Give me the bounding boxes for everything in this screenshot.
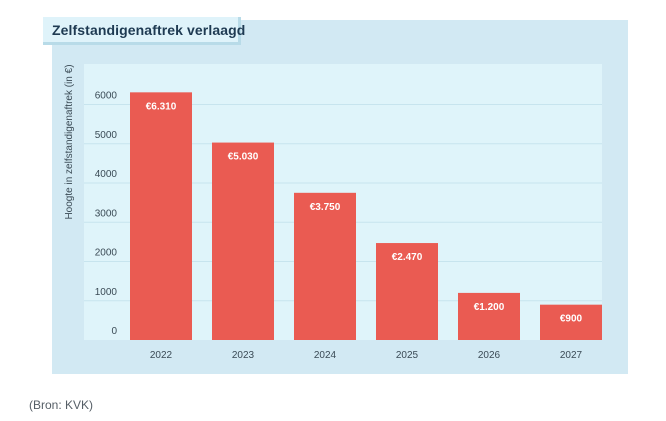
x-tick-label: 2022: [150, 350, 173, 361]
y-tick-label: 6000: [95, 91, 118, 102]
y-tick-label: 5000: [95, 130, 118, 141]
x-tick-label: 2027: [560, 350, 583, 361]
bar-2026: [458, 292, 520, 340]
bar-2024: [294, 192, 356, 340]
y-tick-label: 3000: [95, 208, 118, 219]
bar-2027: [540, 304, 602, 340]
y-tick-label: 4000: [95, 169, 118, 180]
y-tick-label: 2000: [95, 248, 118, 259]
x-tick-label: 2024: [314, 350, 337, 361]
bar-value-label: €3.750: [310, 202, 341, 213]
bar-2022: [130, 92, 192, 341]
chart-title-box: Zelfstandigenaftrek verlaagd: [43, 17, 245, 45]
bar-value-label: €900: [560, 314, 583, 325]
x-tick-label: 2026: [478, 350, 501, 361]
bar-value-label: €6.310: [146, 101, 177, 112]
bar-2023: [212, 142, 274, 340]
y-axis-label: Hoogte in zelfstandigenaftrek (in €): [64, 64, 75, 219]
chart-title: Zelfstandigenaftrek verlaagd: [52, 22, 246, 38]
bar-value-label: €1.200: [474, 302, 505, 313]
x-tick-label: 2023: [232, 350, 255, 361]
y-tick-label: 0: [111, 326, 117, 337]
y-tick-label: 1000: [95, 287, 118, 298]
source-note: (Bron: KVK): [29, 398, 94, 412]
bar-value-label: €2.470: [392, 252, 423, 263]
bar-2025: [376, 243, 438, 340]
bar-value-label: €5.030: [228, 152, 259, 163]
x-tick-label: 2025: [396, 350, 419, 361]
